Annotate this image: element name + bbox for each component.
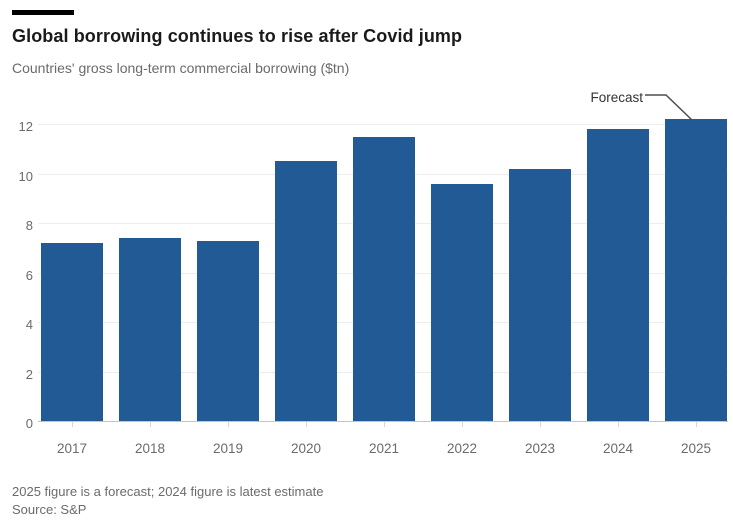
bar-2022	[431, 183, 493, 421]
x-axis-label-2025: 2025	[680, 441, 712, 456]
gridline-12	[38, 124, 728, 125]
bar-2021	[353, 136, 415, 421]
y-axis-label-2: 2	[25, 367, 33, 382]
forecast-annotation-label: Forecast	[590, 90, 643, 105]
x-axis-tick-2019	[228, 422, 229, 427]
x-axis-tick-2022	[462, 422, 463, 427]
x-axis-tick-2018	[150, 422, 151, 427]
x-axis-tick-2025	[696, 422, 697, 427]
bar-2023	[509, 168, 571, 421]
bar-2017	[41, 243, 103, 421]
chart-title: Global borrowing continues to rise after…	[12, 26, 463, 46]
x-axis-label-2020: 2020	[290, 441, 322, 456]
x-axis-label-2022: 2022	[446, 441, 478, 456]
x-axis-label-2017: 2017	[56, 441, 88, 456]
x-axis-label-2021: 2021	[368, 441, 400, 456]
y-axis-label-6: 6	[25, 268, 33, 283]
bar-2025	[665, 119, 727, 421]
x-axis-label-2023: 2023	[524, 441, 556, 456]
chart-subtitle: Countries' gross long-term commercial bo…	[12, 60, 350, 76]
y-axis-label-10: 10	[18, 169, 33, 184]
x-axis-label-2018: 2018	[134, 441, 166, 456]
top-rule	[12, 10, 74, 15]
x-axis-tick-2020	[306, 422, 307, 427]
chart-source: Source: S&P	[12, 502, 87, 517]
y-axis-label-8: 8	[25, 218, 33, 233]
y-axis-label-4: 4	[25, 317, 33, 332]
forecast-annotation-line	[645, 94, 693, 121]
x-axis-tick-2023	[540, 422, 541, 427]
x-axis-label-2019: 2019	[212, 441, 244, 456]
bar-2024	[587, 129, 649, 421]
bar-2020	[275, 161, 337, 421]
x-axis-tick-2017	[72, 422, 73, 427]
x-axis-baseline	[38, 421, 728, 422]
x-axis-label-2024: 2024	[602, 441, 634, 456]
y-axis-label-0: 0	[25, 416, 33, 431]
chart-footnote: 2025 figure is a forecast; 2024 figure i…	[12, 484, 324, 499]
bar-2019	[197, 240, 259, 421]
x-axis-tick-2021	[384, 422, 385, 427]
bar-2018	[119, 238, 181, 421]
x-axis-tick-2024	[618, 422, 619, 427]
y-axis-label-12: 12	[18, 119, 33, 134]
